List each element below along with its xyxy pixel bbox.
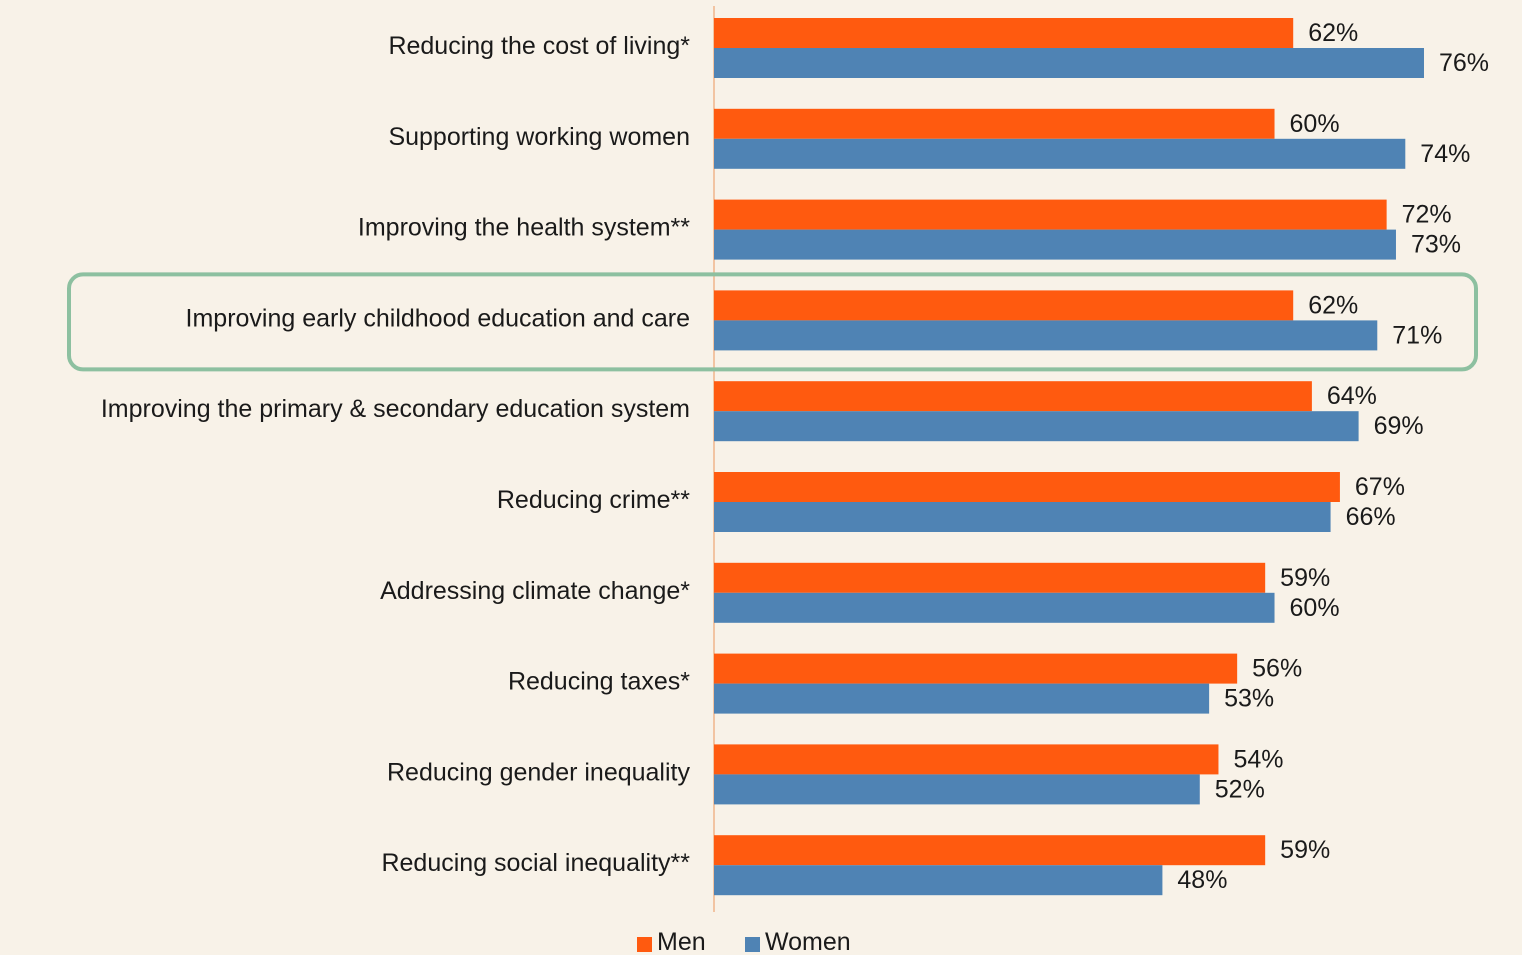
bar-women-improving-the-primary-secondary-education-system	[714, 411, 1359, 442]
value-label-men-reducing-taxes: 56%	[1252, 655, 1302, 683]
bar-women-reducing-social-inequality	[714, 865, 1163, 896]
category-label-improving-the-health-system: Improving the health system**	[358, 214, 690, 242]
category-label-supporting-working-women: Supporting working women	[388, 123, 690, 151]
legend-label-men: Men	[657, 928, 706, 955]
legend: Men Women	[637, 928, 851, 955]
value-label-women-supporting-working-women: 74%	[1420, 140, 1470, 168]
value-label-men-supporting-working-women: 60%	[1290, 110, 1340, 138]
value-label-women-improving-the-primary-secondary-education-system: 69%	[1374, 412, 1424, 440]
value-label-women-reducing-gender-inequality: 52%	[1215, 775, 1265, 803]
bar-women-addressing-climate-change	[714, 592, 1275, 623]
bar-women-improving-the-health-system	[714, 229, 1396, 260]
category-label-improving-early-childhood-education-and-care: Improving early childhood education and …	[186, 304, 690, 332]
value-label-women-improving-the-health-system: 73%	[1411, 231, 1461, 259]
bar-men-reducing-gender-inequality	[714, 744, 1219, 775]
bar-women-reducing-gender-inequality	[714, 774, 1200, 805]
value-label-women-reducing-social-inequality: 48%	[1177, 866, 1227, 894]
bar-men-improving-early-childhood-education-and-care	[714, 290, 1294, 321]
legend-swatch-men	[637, 937, 652, 952]
value-label-men-reducing-gender-inequality: 54%	[1233, 745, 1283, 773]
category-label-improving-the-primary-secondary-education-system: Improving the primary & secondary educat…	[101, 395, 690, 423]
bar-women-reducing-taxes	[714, 683, 1210, 714]
category-label-reducing-taxes: Reducing taxes*	[508, 668, 690, 696]
value-label-men-reducing-social-inequality: 59%	[1280, 836, 1330, 864]
bar-men-supporting-working-women	[714, 108, 1275, 139]
value-label-men-improving-the-primary-secondary-education-system: 64%	[1327, 382, 1377, 410]
category-label-reducing-the-cost-of-living: Reducing the cost of living*	[388, 32, 690, 60]
highlight-box	[67, 272, 1478, 372]
value-label-women-reducing-the-cost-of-living: 76%	[1439, 49, 1489, 77]
value-label-men-improving-the-health-system: 72%	[1402, 201, 1452, 229]
bar-men-addressing-climate-change	[714, 562, 1266, 593]
bar-men-reducing-social-inequality	[714, 835, 1266, 866]
legend-label-women: Women	[765, 928, 851, 955]
bar-men-reducing-crime	[714, 472, 1340, 502]
category-label-reducing-gender-inequality: Reducing gender inequality	[387, 758, 690, 786]
category-label-reducing-crime: Reducing crime**	[497, 486, 690, 514]
value-label-women-addressing-climate-change: 60%	[1290, 594, 1340, 622]
bar-men-improving-the-health-system	[714, 199, 1387, 230]
value-label-men-improving-early-childhood-education-and-care: 62%	[1308, 291, 1358, 319]
bar-women-reducing-crime	[714, 502, 1331, 532]
value-label-women-reducing-taxes: 53%	[1224, 685, 1274, 713]
bar-men-reducing-taxes	[714, 653, 1238, 684]
bar-women-reducing-the-cost-of-living	[714, 48, 1424, 78]
value-label-men-reducing-the-cost-of-living: 62%	[1308, 19, 1358, 47]
value-label-women-improving-early-childhood-education-and-care: 71%	[1392, 321, 1442, 349]
bar-women-supporting-working-women	[714, 138, 1406, 169]
category-label-addressing-climate-change: Addressing climate change*	[380, 577, 690, 605]
value-label-women-reducing-crime: 66%	[1346, 503, 1396, 531]
value-label-men-addressing-climate-change: 59%	[1280, 564, 1330, 592]
legend-swatch-women	[745, 937, 760, 952]
value-label-men-reducing-crime: 67%	[1355, 473, 1405, 501]
bar-men-reducing-the-cost-of-living	[714, 18, 1294, 48]
bar-men-improving-the-primary-secondary-education-system	[714, 381, 1312, 412]
bar-women-improving-early-childhood-education-and-care	[714, 320, 1378, 351]
category-label-reducing-social-inequality: Reducing social inequality**	[381, 849, 690, 877]
